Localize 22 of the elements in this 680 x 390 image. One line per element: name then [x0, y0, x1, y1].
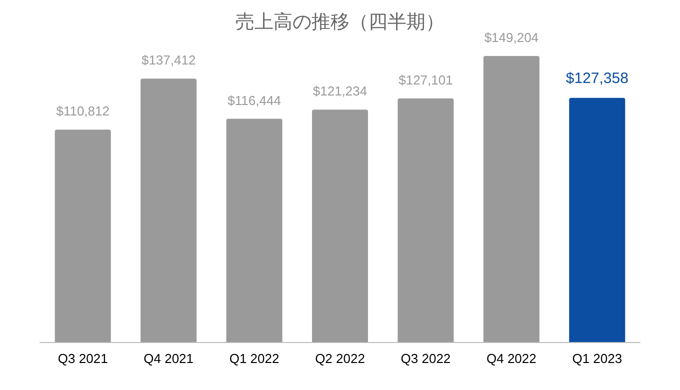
data-label: $127,101	[398, 72, 453, 88]
bar	[398, 98, 454, 342]
x-tick-label: Q4 2022	[486, 351, 536, 366]
bar	[312, 110, 368, 342]
data-label: $149,204	[484, 30, 539, 45]
bar	[54, 130, 111, 342]
chart-title: 売上高の推移（四半期）	[236, 11, 444, 33]
data-label: $116,444	[228, 92, 281, 108]
bar	[140, 78, 197, 342]
x-tick-label: Q3 2021	[58, 351, 108, 366]
bar	[569, 98, 626, 342]
x-tick-label: Q1 2022	[229, 351, 280, 366]
bar	[483, 56, 540, 342]
x-tick-label: Q4 2021	[144, 351, 194, 366]
data-label: $110,812	[56, 104, 110, 119]
data-label: $121,234	[312, 84, 368, 99]
bar	[226, 118, 282, 342]
x-tick-label: Q3 2022	[400, 351, 451, 366]
x-tick-label: Q1 2023	[572, 351, 622, 366]
x-tick-label: Q2 2022	[315, 351, 365, 366]
data-label: $137,412	[141, 52, 196, 68]
data-label: $127,358	[566, 70, 628, 87]
